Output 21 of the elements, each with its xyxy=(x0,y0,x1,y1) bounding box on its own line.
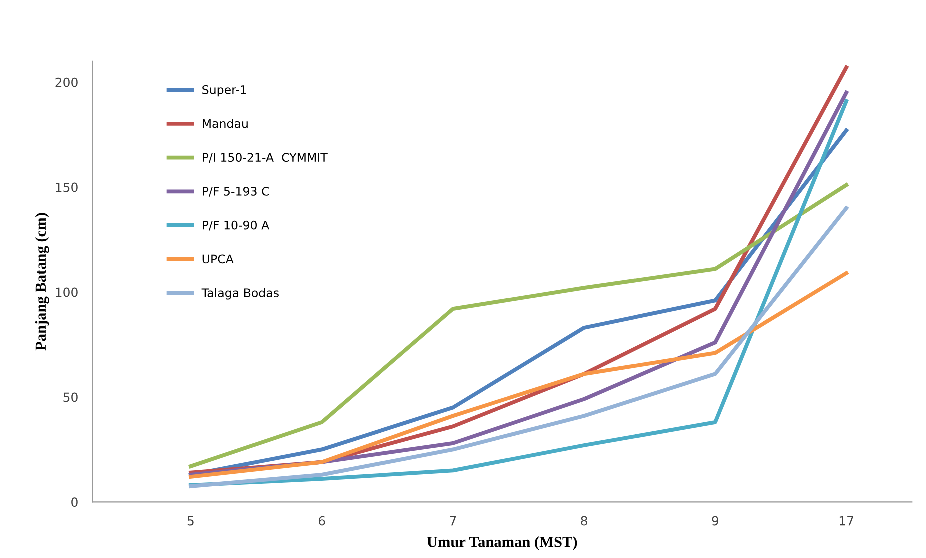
y-tick-label: 150 xyxy=(56,182,78,192)
legend-label: UPCA xyxy=(202,254,234,264)
x-tick-label: 5 xyxy=(188,516,194,526)
legend-label: P/F 10-90 A xyxy=(203,220,270,231)
x-tick-label: 7 xyxy=(450,516,456,526)
legend-label: P/F 5-193 C xyxy=(203,187,270,197)
line-series xyxy=(188,271,848,479)
legend-label: Super-1 xyxy=(202,85,246,97)
y-tick-label: 50 xyxy=(64,392,78,402)
legend-label: Talaga Bodas xyxy=(202,288,279,300)
x-tick-label: 9 xyxy=(712,516,719,526)
y-tick-label: 200 xyxy=(56,78,78,88)
y-tick-label: 0 xyxy=(72,498,78,508)
legend-label: Mandau xyxy=(203,119,248,128)
y-axis-title: Panjang Batang (cm) xyxy=(35,213,50,351)
legend-label: P/I 150-21-A CYMMIT xyxy=(203,153,328,164)
x-axis-title: Umur Tanaman (MST) xyxy=(427,536,578,550)
x-tick-label: 17 xyxy=(840,516,854,526)
y-tick-label: 100 xyxy=(56,288,78,298)
x-tick-label: 8 xyxy=(581,516,588,526)
x-tick-label: 6 xyxy=(318,516,326,526)
